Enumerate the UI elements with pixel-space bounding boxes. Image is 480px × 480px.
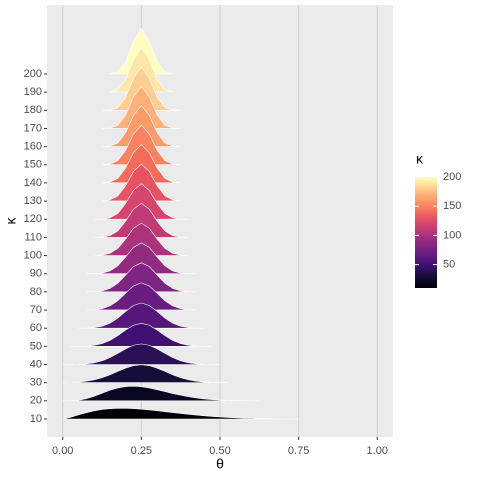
y-tick-label: 30: [30, 377, 42, 389]
x-tick-label: 0.50: [209, 445, 230, 457]
y-tick-label: 160: [24, 141, 42, 153]
y-tick-label: 170: [24, 122, 42, 134]
ridge: [78, 302, 205, 329]
ridge: [102, 163, 181, 202]
ridge: [62, 385, 260, 402]
colorbar-label: 50: [443, 259, 455, 271]
y-axis-title: κ: [3, 217, 19, 225]
y-tick-label: 50: [30, 340, 42, 352]
colorbar-label: 200: [443, 171, 461, 183]
y-tick-label: 70: [30, 304, 42, 316]
colorbar-label: 100: [443, 229, 461, 241]
colorbar: [415, 177, 437, 288]
y-tick-label: 40: [30, 358, 42, 370]
y-tick-label: 60: [30, 322, 42, 334]
y-tick-label: 130: [24, 195, 42, 207]
colorbar-label: 150: [443, 200, 461, 212]
ridge: [62, 407, 299, 420]
ridge: [102, 144, 181, 184]
legend-title: κ: [416, 151, 424, 167]
x-tick-label: 1.00: [367, 445, 388, 457]
ridge: [62, 364, 228, 383]
y-tick-label: 10: [30, 413, 42, 425]
ridge: [94, 222, 189, 256]
y-tick-label: 110: [24, 231, 42, 243]
y-tick-label: 200: [24, 68, 42, 80]
x-axis-title: θ: [216, 456, 224, 472]
y-tick-label: 190: [24, 86, 42, 98]
ridge: [62, 343, 221, 365]
y-tick-label: 140: [24, 177, 42, 189]
y-tick-label: 90: [30, 268, 42, 280]
x-tick-label: 0.25: [131, 445, 152, 457]
x-tick-label: 0.00: [52, 445, 73, 457]
ridge: [94, 183, 189, 220]
x-tick-label: 0.75: [288, 445, 309, 457]
y-tick-label: 80: [30, 286, 42, 298]
y-tick-label: 100: [24, 249, 42, 261]
y-tick-label: 20: [30, 395, 42, 407]
ridge: [70, 323, 213, 347]
y-tick-label: 120: [24, 213, 42, 225]
ridge: [94, 203, 189, 238]
ridge: [86, 242, 197, 274]
y-tick-label: 180: [24, 104, 42, 116]
y-tick-label: 150: [24, 159, 42, 171]
ridge: [86, 282, 197, 311]
ridge: [86, 262, 197, 293]
